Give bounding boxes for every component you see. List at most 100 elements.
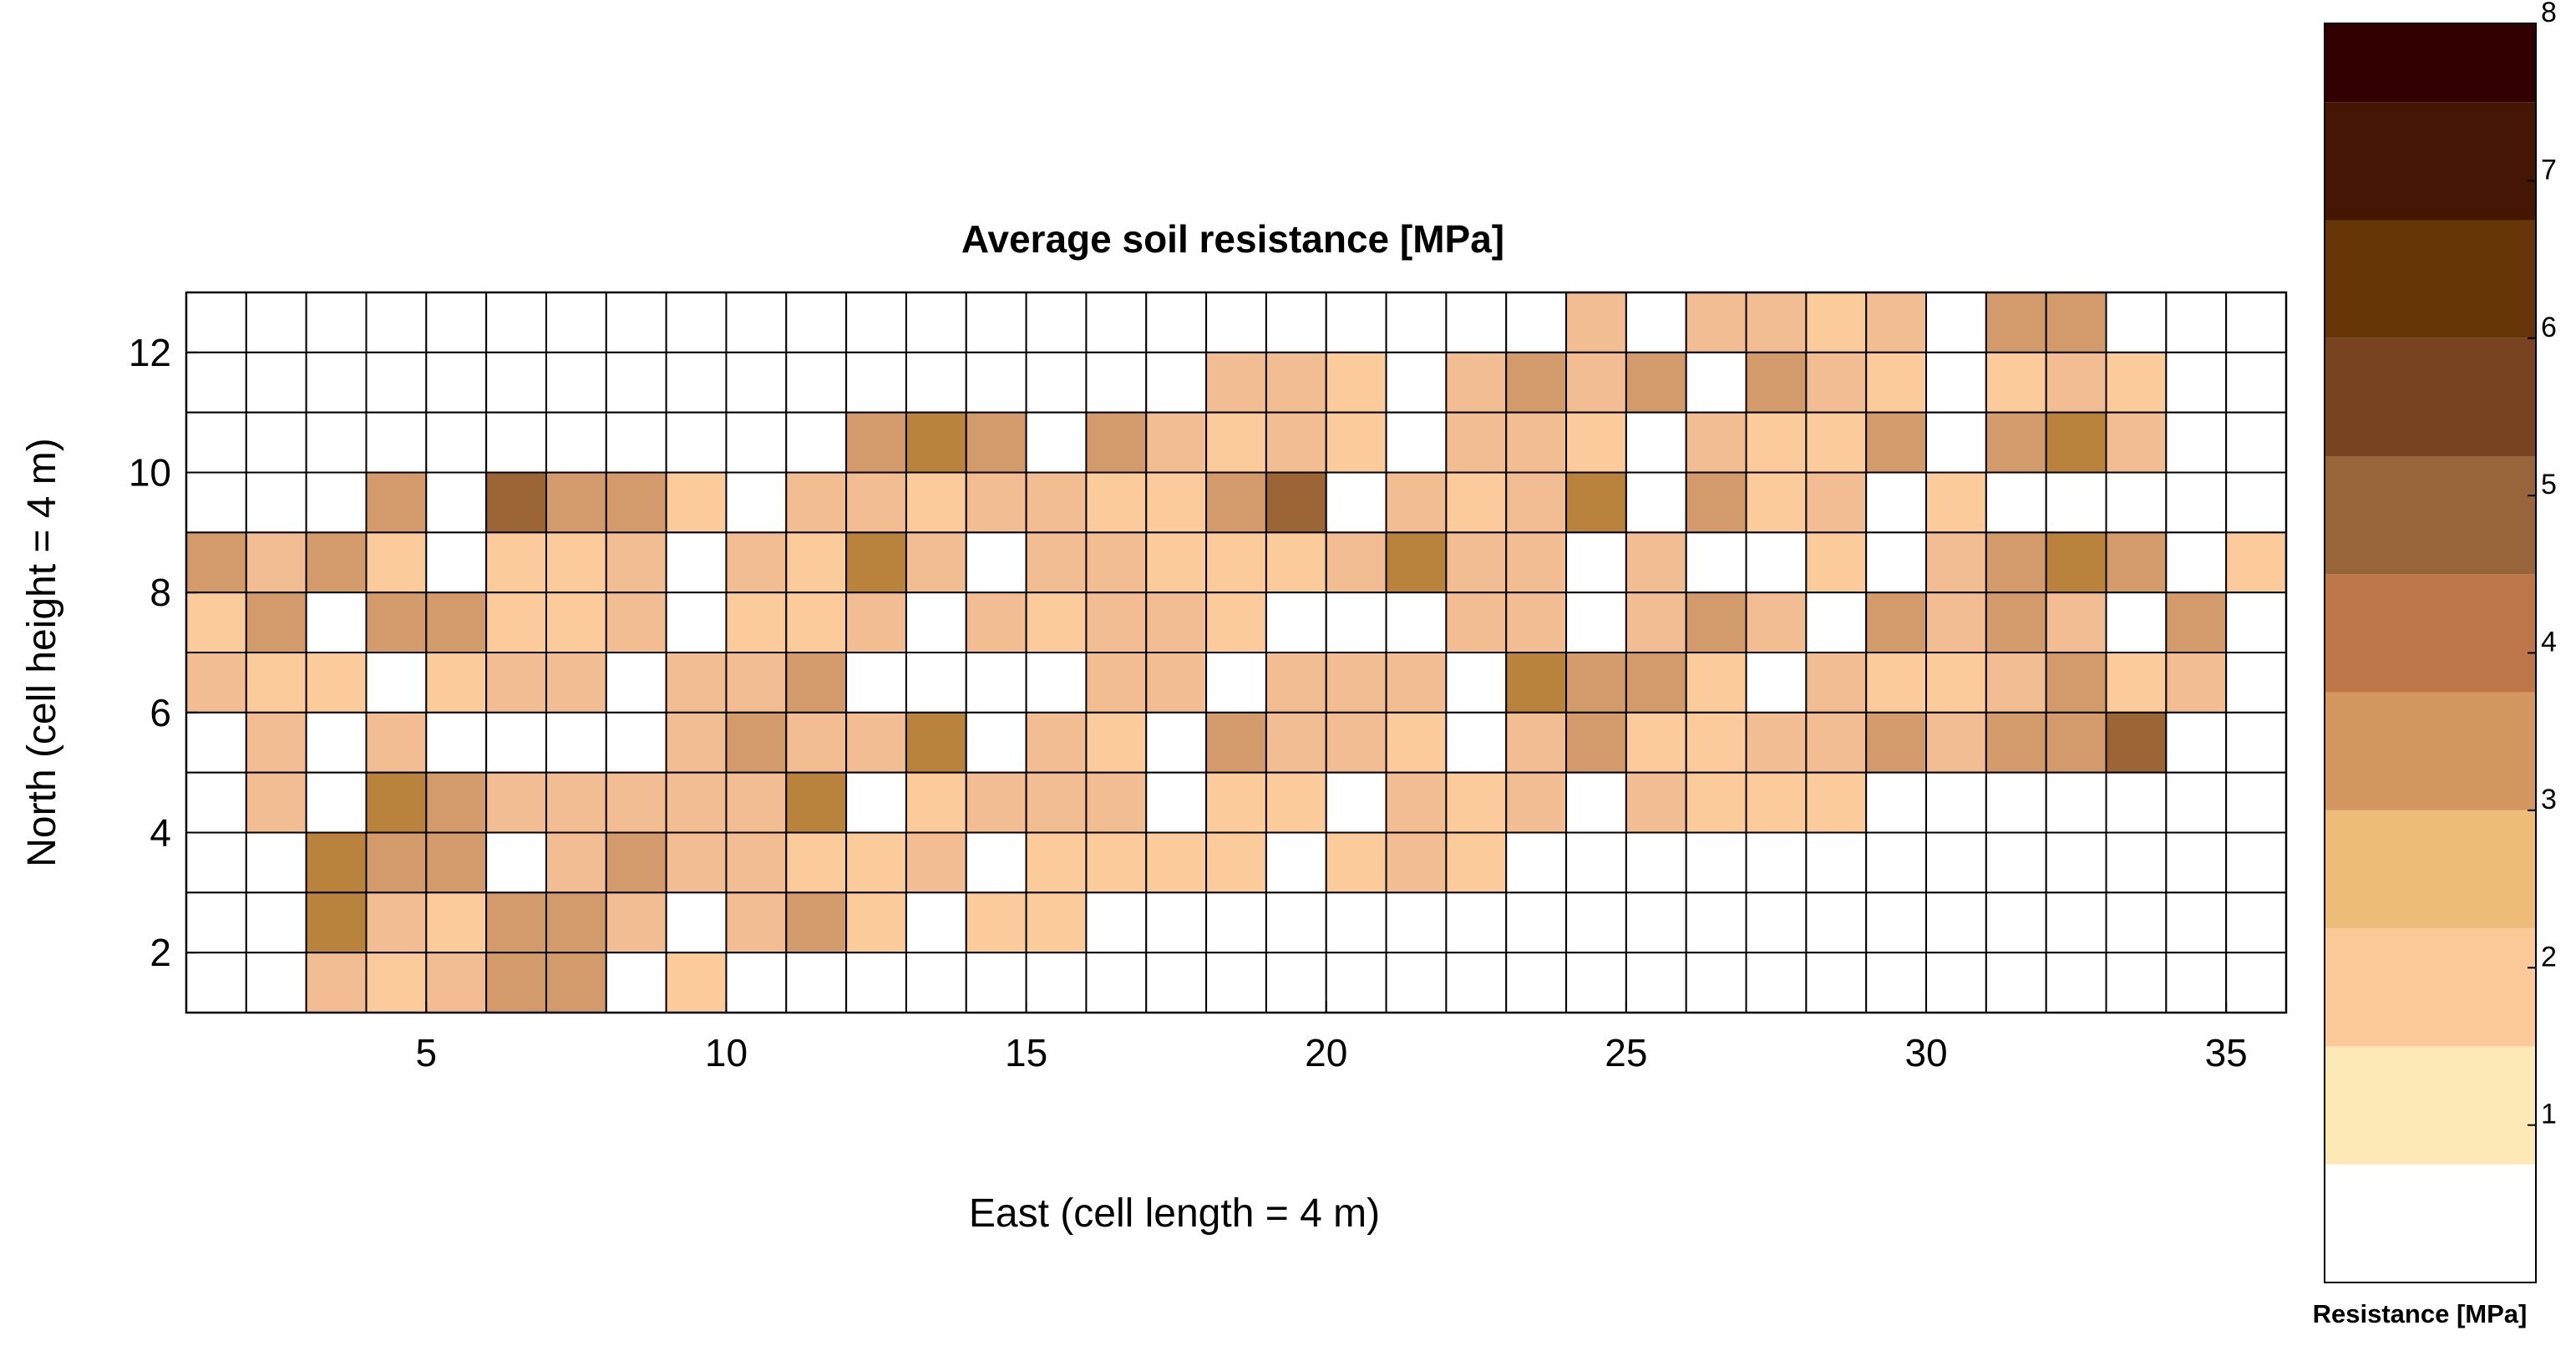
heatmap-cell — [185, 652, 247, 714]
heatmap-cell — [425, 411, 488, 474]
heatmap-cell — [1745, 831, 1808, 894]
heatmap-cell — [545, 891, 607, 954]
heatmap-cell — [1505, 351, 1568, 414]
heatmap-cell — [245, 292, 307, 353]
heatmap-cell — [1565, 652, 1627, 714]
colorbar-band — [2325, 810, 2536, 929]
heatmap-cells — [185, 292, 2287, 1013]
heatmap-cell — [1985, 292, 2047, 353]
heatmap-cell — [725, 292, 788, 353]
heatmap-cell — [1685, 952, 1747, 1013]
heatmap-cell — [2165, 771, 2228, 834]
heatmap-cell — [1445, 531, 1508, 594]
colorbar-band — [2325, 102, 2536, 221]
heatmap-cell — [605, 952, 667, 1013]
heatmap-cell — [905, 711, 967, 774]
y-tick-label: 2 — [150, 931, 171, 974]
heatmap-cell — [1445, 411, 1508, 474]
heatmap-cell — [1325, 411, 1387, 474]
colorbar-tick-label: 4 — [2541, 627, 2557, 658]
heatmap-cell — [365, 471, 428, 534]
heatmap-cell — [2105, 711, 2168, 774]
heatmap-cell — [425, 711, 488, 774]
heatmap-cell — [1385, 891, 1448, 954]
heatmap-cell — [2045, 531, 2107, 594]
heatmap-cell — [1985, 652, 2047, 714]
heatmap-cell — [605, 771, 667, 834]
heatmap-cell — [845, 831, 907, 894]
heatmap-cell — [905, 351, 967, 414]
heatmap-cell — [2165, 531, 2228, 594]
heatmap-cell — [485, 292, 547, 353]
heatmap-cell — [2045, 292, 2107, 353]
heatmap-cell — [1805, 891, 1868, 954]
heatmap-cell — [1385, 771, 1448, 834]
heatmap-cell — [425, 771, 488, 834]
heatmap-cell — [2165, 471, 2228, 534]
heatmap-cell — [245, 411, 307, 474]
heatmap-cell — [1445, 351, 1508, 414]
heatmap-cell — [1025, 592, 1088, 654]
heatmap-cell — [1925, 471, 1987, 534]
heatmap-cell — [1445, 471, 1508, 534]
y-tick-label: 10 — [129, 451, 171, 495]
colorbar-band — [2325, 1164, 2536, 1282]
heatmap-cell — [2225, 592, 2287, 654]
heatmap-cell — [785, 891, 848, 954]
heatmap-cell — [785, 771, 848, 834]
heatmap-cell — [2165, 292, 2228, 353]
heatmap-cell — [2105, 771, 2168, 834]
colorbar-band — [2325, 692, 2536, 810]
heatmap-cell — [1385, 952, 1448, 1013]
heatmap-cell — [1445, 831, 1508, 894]
heatmap-cell — [1745, 771, 1808, 834]
x-tick-label: 15 — [1005, 1031, 1047, 1074]
heatmap-cell — [1385, 411, 1448, 474]
heatmap-cell — [665, 711, 728, 774]
heatmap-cell — [425, 471, 488, 534]
heatmap-cell — [2045, 952, 2107, 1013]
heatmap-cell — [1925, 831, 1987, 894]
heatmap-cell — [185, 831, 247, 894]
heatmap-cell — [665, 652, 728, 714]
heatmap-cell — [1085, 711, 1148, 774]
chart-title: Average soil resistance [MPa] — [961, 217, 1504, 261]
heatmap-cell — [1625, 891, 1687, 954]
heatmap-cell — [1625, 652, 1687, 714]
heatmap-cell — [1985, 952, 2047, 1013]
heatmap-cell — [2225, 531, 2287, 594]
heatmap-cell — [245, 592, 307, 654]
heatmap-cell — [2225, 711, 2287, 774]
heatmap-cell — [605, 831, 667, 894]
heatmap-cell — [1625, 771, 1687, 834]
heatmap-cell — [2105, 471, 2168, 534]
heatmap-cell — [1565, 471, 1627, 534]
heatmap-cell — [725, 411, 788, 474]
heatmap-cell — [1505, 891, 1568, 954]
heatmap-cell — [1145, 952, 1208, 1013]
heatmap-cell — [1505, 771, 1568, 834]
heatmap-cell — [665, 771, 728, 834]
heatmap-cell — [1565, 411, 1627, 474]
heatmap-cell — [245, 351, 307, 414]
heatmap-cell — [1745, 952, 1808, 1013]
heatmap-cell — [1025, 652, 1088, 714]
heatmap-cell — [2225, 771, 2287, 834]
heatmap-cell — [1085, 771, 1148, 834]
heatmap-cell — [1685, 592, 1747, 654]
heatmap-cell — [725, 711, 788, 774]
heatmap-cell — [1325, 592, 1387, 654]
colorbar-tick-label: 1 — [2541, 1099, 2557, 1130]
heatmap-cell — [1265, 471, 1327, 534]
colorbar-band — [2325, 23, 2536, 103]
heatmap-cell — [185, 351, 247, 414]
heatmap-cell — [2105, 592, 2168, 654]
heatmap-cell — [1385, 292, 1448, 353]
heatmap-cell — [1925, 292, 1987, 353]
heatmap-cell — [1685, 351, 1747, 414]
heatmap-cell — [1745, 652, 1808, 714]
colorbar-tick-label: 6 — [2541, 312, 2557, 343]
heatmap-cell — [1265, 351, 1327, 414]
heatmap-cell — [1445, 652, 1508, 714]
heatmap-cell — [1565, 351, 1627, 414]
